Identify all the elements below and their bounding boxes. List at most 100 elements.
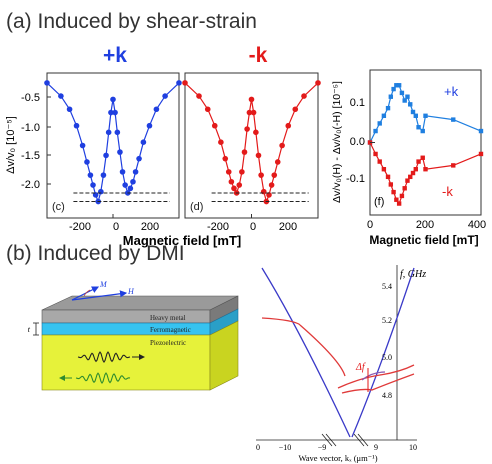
panel-f-minus-point: [396, 201, 402, 206]
panel-f-minus-point: [420, 155, 425, 160]
heavy-metal-label: Heavy metal: [150, 314, 186, 322]
panel-c-point: [73, 122, 80, 129]
panel-c-point: [87, 172, 94, 178]
section-a-title: (a) Induced by shear-strain: [6, 10, 257, 33]
panel-f-ytick: -0.1: [346, 173, 365, 185]
dispersion-blue-right: [351, 267, 415, 438]
panel-c-xtick: -200: [69, 221, 91, 233]
panel-f-plus-point: [408, 102, 413, 107]
panel-d-point: [268, 182, 275, 188]
panel-f-minus-point: [451, 163, 456, 168]
panel-c-ytick: -1.0: [21, 122, 40, 134]
panel-f-ytick: 0.0: [350, 136, 365, 148]
dispersion-blue-left: [261, 267, 351, 438]
axis-break-right-2: [357, 433, 369, 447]
panel-c-point: [176, 80, 182, 86]
dispersion-red-lower: [341, 373, 415, 394]
h-label: H: [127, 287, 135, 296]
panel-f-plus-label: +k: [444, 84, 459, 99]
layer-diagram: Heavy metal Ferromagnetic Piezoelectric …: [28, 280, 239, 391]
panel-f-plus-point: [377, 121, 382, 126]
dispersion-ytick: 5.2: [382, 316, 392, 325]
shared-xlabel: Magnetic field [mT]: [123, 233, 241, 248]
panel-c-point: [100, 172, 107, 178]
wave-forward: [77, 351, 131, 363]
panel-c-ytick: -1.5: [21, 150, 40, 162]
magnetization-vector: [71, 286, 100, 301]
dispersion-red-upper: [337, 364, 415, 389]
panel-c-point: [66, 106, 73, 113]
panel-c-point: [153, 106, 160, 113]
panel-c-point: [119, 169, 126, 175]
dispersion-plot: f, GHz 5.4 5.2 5.0 4.8 0 −10 −9 9 10 Wav…: [256, 265, 426, 463]
panel-f-minus-point: [394, 197, 399, 202]
axis-break-left: [321, 433, 333, 447]
panel-c-point: [114, 129, 121, 136]
dispersion-xtick: −10: [279, 443, 292, 452]
panel-c-point: [146, 122, 153, 129]
panel-f-xlabel: Magnetic field [mT]: [369, 233, 478, 247]
thickness-label: t: [28, 325, 31, 334]
panel-d-point: [236, 182, 243, 188]
panel-c-point: [58, 93, 64, 99]
panel-d-point: [204, 106, 211, 113]
dispersion-xtick: 0: [256, 443, 260, 452]
panel-f-xtick: 400: [468, 219, 486, 231]
panel-c-point: [110, 96, 116, 103]
panel-d-point: [292, 106, 299, 113]
panel-f-frame: [369, 69, 482, 216]
panel-f-minus-point: [385, 174, 391, 180]
panel-d-point: [253, 129, 259, 136]
dispersion-xtick: −9: [318, 443, 327, 452]
panel-f: (f) 0.1 0.0 -0.1 0 200 400 Magnetic fiel…: [331, 69, 486, 247]
dispersion-xtick: 10: [409, 443, 417, 452]
panel-c-plot: [44, 80, 182, 218]
panel-d-xtick: 0: [250, 221, 256, 233]
panel-d-point: [248, 96, 255, 103]
panel-d: (d) -200 0 200: [182, 72, 321, 233]
panel-f-xtick: 0: [367, 219, 373, 231]
piezoelectric-label: Piezoelectric: [150, 339, 186, 347]
panel-f-plus-point: [420, 128, 425, 134]
dispersion-ylabel: f, GHz: [400, 269, 426, 280]
panel-f-plus-point: [413, 113, 418, 118]
panel-f-plus-point: [416, 125, 421, 130]
panel-c-frame: [46, 72, 180, 219]
dispersion-ytick: 5.4: [382, 282, 392, 291]
piezoelectric-side: [209, 320, 239, 391]
panel-d-point: [301, 93, 307, 99]
panel-c-xtick: 0: [113, 221, 119, 233]
panel-f-minus-point: [410, 170, 416, 176]
panel-d-point: [315, 80, 321, 86]
panel-d-point: [241, 149, 248, 155]
panel-d-point: [211, 122, 218, 129]
panel-d-frame: [184, 72, 319, 219]
axis-break-right: [353, 433, 365, 447]
panel-c-point: [44, 80, 50, 86]
panel-f-plus-point: [405, 94, 410, 99]
panel-f-plus-point: [396, 83, 402, 88]
panel-d-point: [239, 169, 245, 175]
panel-c-point: [92, 192, 99, 198]
panel-f-plus-point: [399, 90, 405, 96]
panel-f-plus-point: [388, 94, 394, 99]
panel-f-minus-point: [416, 159, 421, 164]
panel-d-xtick: -200: [207, 221, 229, 233]
panel-f-ylabel: Δv/v₀(H) - Δv/v₀(-H) [10⁻⁵]: [331, 81, 343, 203]
panel-c-point: [108, 109, 114, 116]
panel-c-point: [162, 93, 168, 99]
panel-c: (c) -0.5 -1.0 -1.5 -2.0 -200 0 200 Δv/v₀…: [5, 72, 182, 233]
panel-f-plus-point: [373, 128, 378, 134]
panel-f-label: (f): [374, 196, 384, 208]
panel-f-plus-point: [385, 105, 391, 111]
dispersion-xlabel: Wave vector, kₓ (μm⁻¹): [298, 453, 377, 463]
panel-f-minus-point: [413, 167, 418, 172]
panel-c-ytick: -0.5: [21, 92, 40, 104]
dispersion-red-left-tail: [261, 317, 301, 326]
ferromagnetic-label: Ferromagnetic: [150, 326, 191, 334]
panel-f-minus-point: [423, 167, 428, 172]
delta-f-label: Δf: [355, 362, 366, 373]
panel-c-point: [98, 188, 104, 195]
dispersion-red-left-branch: [299, 324, 346, 377]
panel-d-point: [246, 109, 253, 116]
